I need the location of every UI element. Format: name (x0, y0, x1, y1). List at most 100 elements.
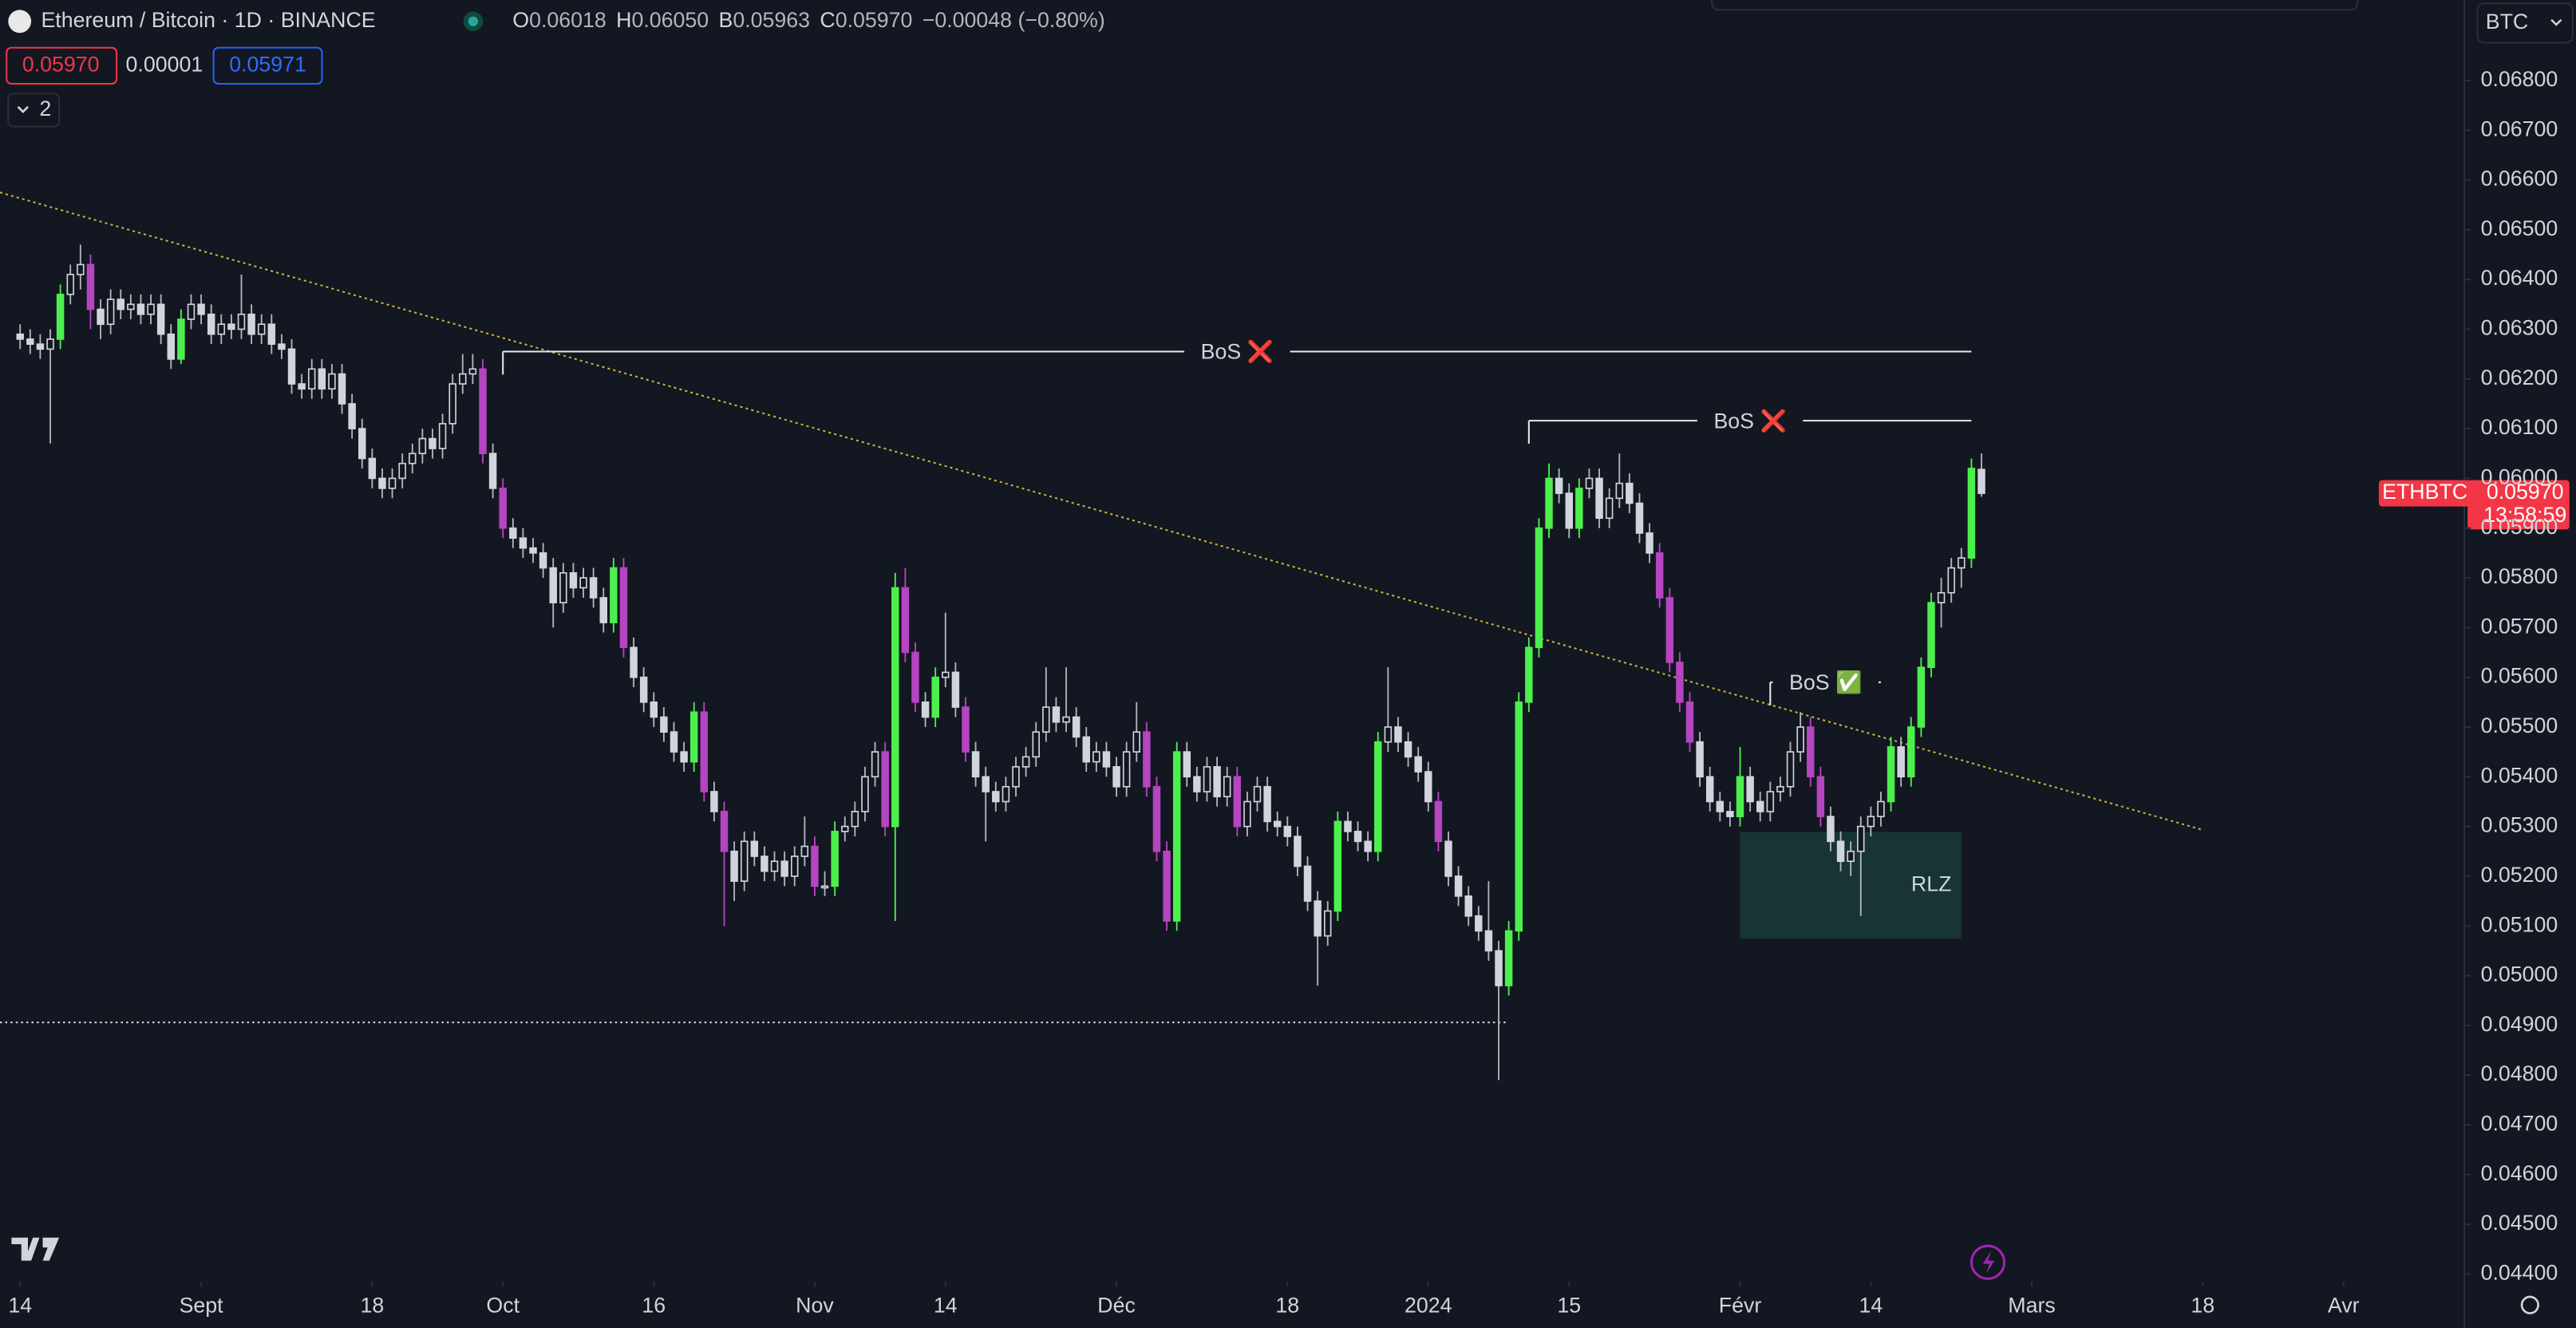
candle-body (1172, 751, 1181, 922)
x-tick-label: Févr (1719, 1293, 1762, 1317)
y-tick-label: 0.05300 (2481, 813, 2558, 837)
candle-body (1324, 910, 1332, 937)
candle-body (348, 403, 356, 429)
candle-body (1726, 811, 1734, 817)
candle-body (1012, 765, 1020, 788)
candle-body (1847, 850, 1855, 863)
candle-body (86, 263, 95, 310)
bos-label: BoS ❌ (1201, 339, 1274, 365)
candle-body (1504, 930, 1513, 986)
candle-body (1102, 751, 1111, 768)
sell-button[interactable] (6, 46, 118, 85)
candle-body (670, 731, 678, 753)
candle-body (1958, 557, 1966, 569)
tradingview-logo[interactable] (11, 1237, 60, 1261)
candle-body (1917, 666, 1926, 728)
candle-body (1716, 800, 1725, 812)
top-panel (1711, 0, 2359, 11)
ohlc-value: 0.06050 (631, 8, 709, 32)
x-tick-label: Mars (2008, 1293, 2055, 1317)
candle-body (1807, 726, 1815, 778)
candle-body (217, 323, 226, 335)
candle-body (861, 776, 869, 812)
indicators-toggle[interactable] (7, 93, 61, 128)
candle-body (811, 845, 819, 887)
candle-body (630, 646, 638, 678)
candle-body (1585, 477, 1594, 489)
candle-body (66, 274, 74, 295)
rlz-label: RLZ (1911, 872, 1952, 895)
x-tick-label: 14 (1859, 1293, 1883, 1317)
x-tick-label: Oct (486, 1293, 520, 1317)
candle-body (992, 791, 1000, 803)
candle-body (1213, 765, 1221, 798)
candle-body (1897, 746, 1905, 778)
trendline (0, 192, 2203, 831)
candle-body (1484, 930, 1493, 952)
candle-body (982, 776, 990, 792)
candle-body (539, 552, 547, 569)
x-tick-label: Déc (1097, 1293, 1136, 1317)
candle-body (1786, 751, 1795, 788)
candle-body (26, 338, 34, 346)
candle-body (1021, 756, 1030, 768)
candle-body (1605, 497, 1614, 520)
candle-body (1776, 785, 1784, 792)
candle-body (599, 597, 607, 623)
x-tick-label: Avr (2328, 1293, 2360, 1317)
candle-body (46, 338, 54, 350)
candle-body (1052, 706, 1061, 723)
candle-body (1464, 895, 1472, 917)
candle-body (36, 343, 45, 350)
candle-body (117, 298, 124, 310)
lightning-button[interactable] (1970, 1244, 2006, 1280)
candle-body (1112, 765, 1120, 788)
candle-body (610, 567, 618, 623)
buy-button[interactable] (212, 46, 323, 85)
candle-body (147, 303, 155, 315)
candle-body (1092, 751, 1100, 763)
candle-body (1253, 785, 1262, 803)
candle-body (962, 706, 970, 753)
x-tick-label: 18 (2191, 1293, 2214, 1317)
y-tick-label: 0.04500 (2481, 1211, 2558, 1235)
ohlc-key: H (616, 8, 631, 32)
candle-body (207, 313, 215, 335)
candle-body (911, 651, 919, 703)
candle-body (1032, 731, 1040, 758)
candle-body (1515, 701, 1523, 932)
candle-body (1152, 785, 1161, 852)
candle-body (358, 428, 366, 460)
candle-body (1756, 800, 1764, 812)
candle-body (237, 313, 246, 330)
candle-body (1042, 706, 1050, 733)
y-tick-label: 0.06700 (2481, 117, 2558, 140)
sell-price: 0.05970 (22, 52, 100, 76)
candle-body (1816, 776, 1825, 817)
symbol-title[interactable]: Ethereum / Bitcoin · 1D · BINANCE (41, 8, 375, 32)
candle-body (156, 303, 165, 335)
candle-body (1082, 736, 1090, 763)
candle-body (1665, 597, 1674, 663)
candle-body (1947, 567, 1955, 594)
candle-body (227, 323, 235, 330)
candle-body (448, 383, 456, 425)
ohlc-value: 0.05970 (836, 8, 913, 32)
candle-body (549, 567, 557, 604)
settings-button[interactable] (2520, 1295, 2539, 1314)
x-tick-label: 14 (8, 1293, 32, 1317)
candle-body (298, 383, 306, 390)
candle-body (1404, 741, 1412, 758)
candle-body (278, 343, 286, 350)
candle-body (519, 537, 527, 549)
ohlc-value: 0.06018 (529, 8, 606, 32)
candle-body (740, 840, 749, 882)
candle-body (257, 323, 266, 335)
currency-select[interactable] (2476, 2, 2574, 44)
candle-body (1122, 751, 1131, 788)
candle-body (1555, 477, 1563, 494)
symbol-logo[interactable] (8, 10, 32, 34)
candle-body (1705, 776, 1714, 803)
candle-body (459, 373, 467, 385)
candle-body (1183, 751, 1191, 778)
